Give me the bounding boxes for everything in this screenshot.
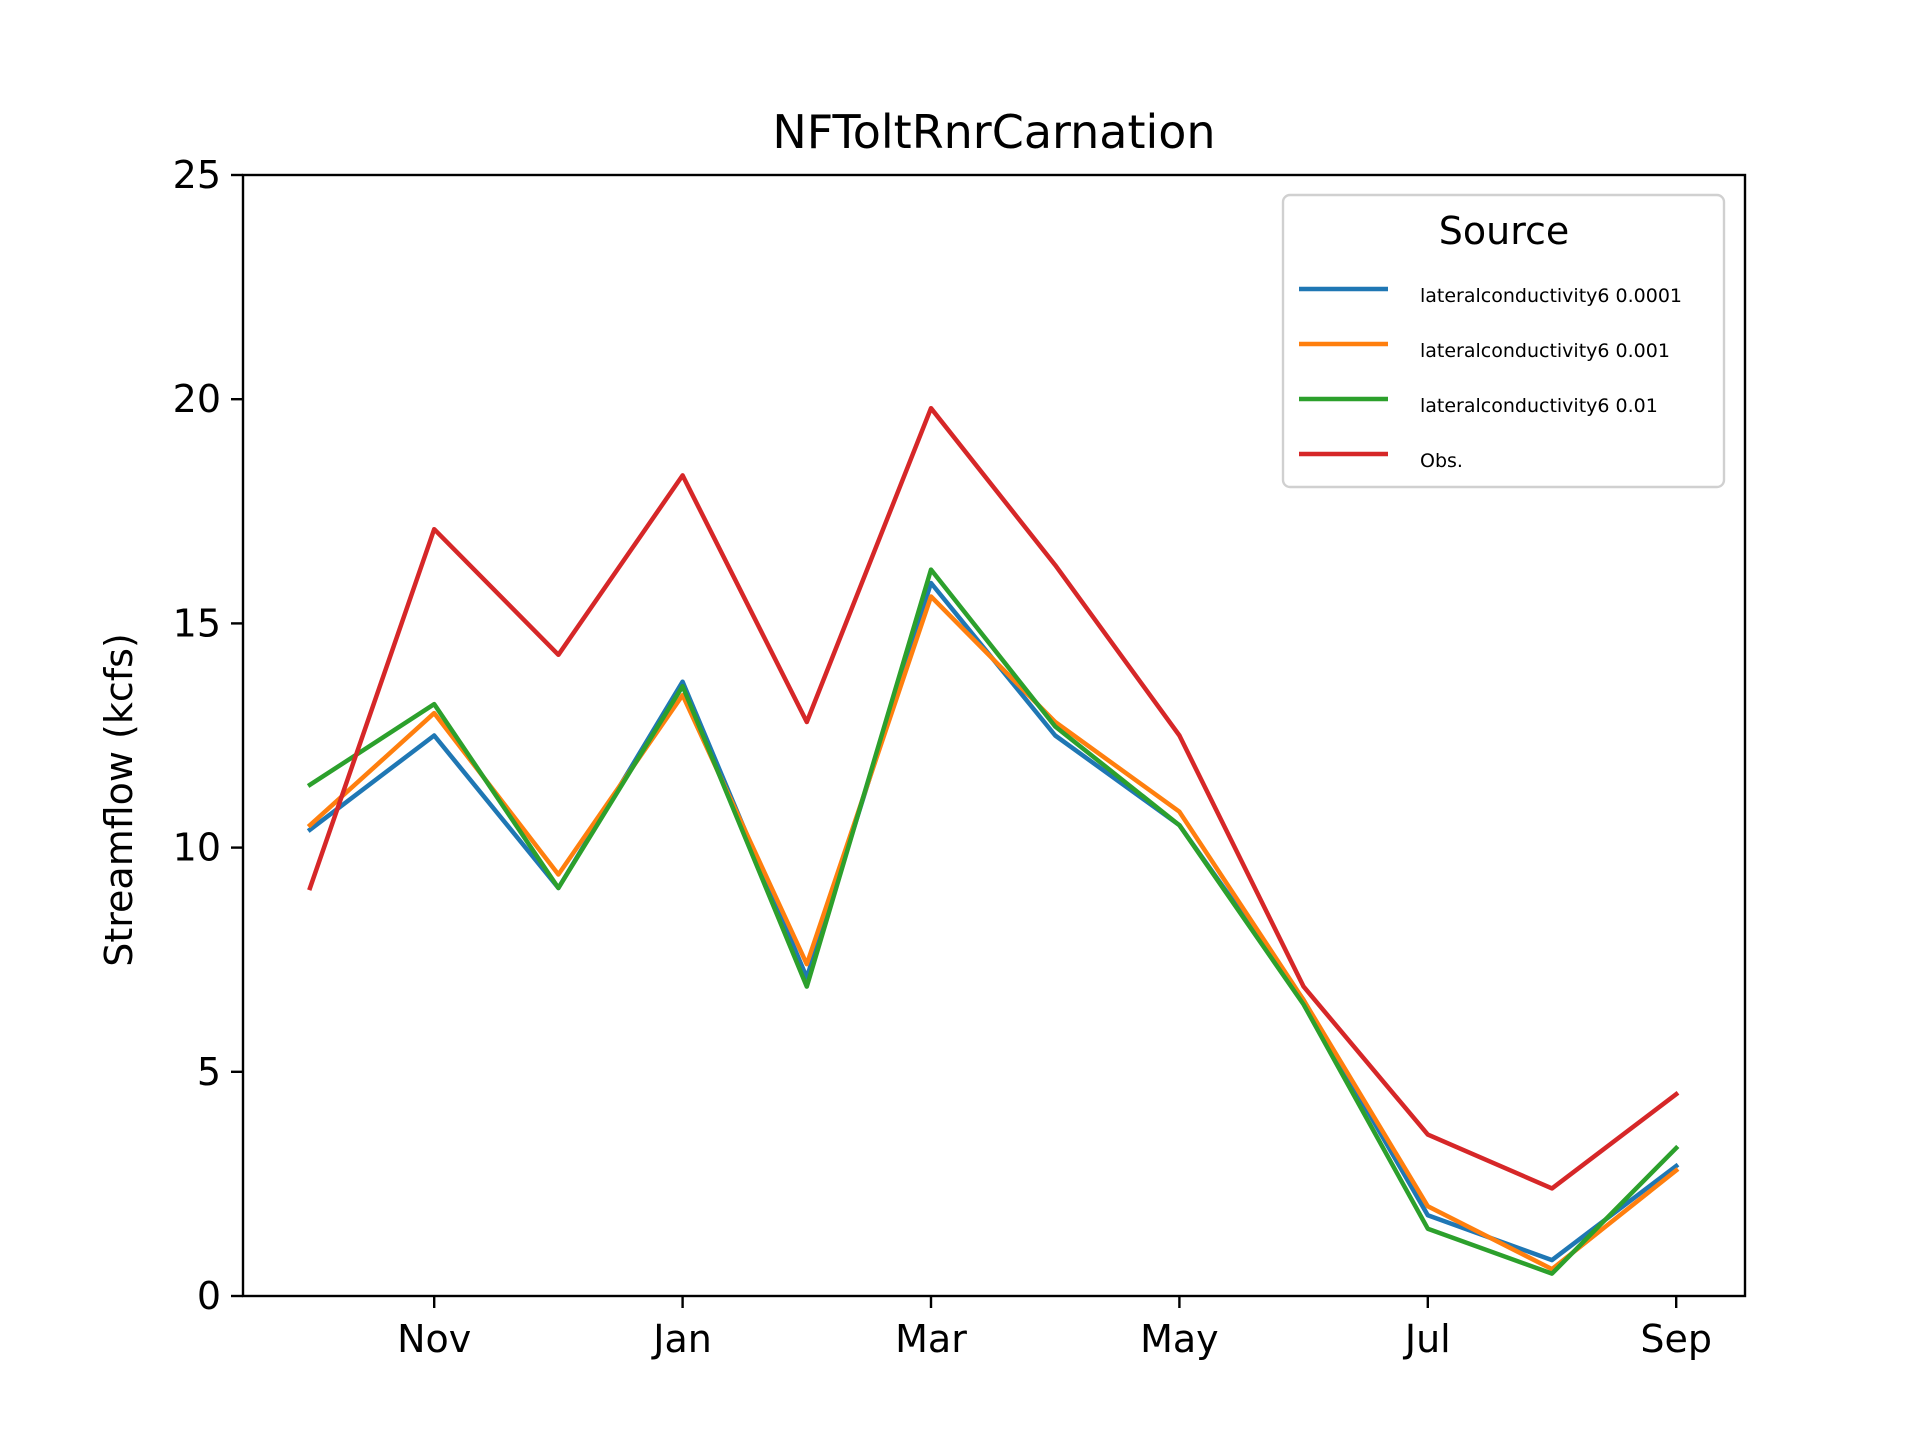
legend-label: lateralconductivity6 0.0001 [1420,285,1682,307]
legend-label: lateralconductivity6 0.001 [1420,340,1670,362]
legend-label: Obs. [1420,450,1463,472]
legend-items: lateralconductivity6 0.0001 lateralconduc… [1299,285,1682,472]
x-tick-label: Jul [1403,1317,1451,1361]
x-tick-label: Mar [895,1317,967,1361]
legend-title: Source [1439,209,1570,253]
x-tick-label: Nov [397,1317,471,1361]
y-tick-label: 20 [173,377,221,421]
y-tick-label: 15 [173,601,221,645]
series-lines [306,405,1680,1276]
series-line-3 [306,567,1680,1276]
legend-label: lateralconductivity6 0.01 [1420,395,1658,417]
x-tick-label: Sep [1640,1317,1712,1361]
x-tick-label: May [1140,1317,1219,1361]
x-axis-ticks: Nov Jan Mar May Jul Sep [397,1296,1712,1361]
series-line-2 [306,594,1680,1272]
legend-box [1281,193,1726,489]
legend: Source lateralconductivity6 0.0001latera… [1281,193,1726,489]
y-tick-label: 0 [197,1274,221,1318]
series-line-1 [306,580,1680,1263]
y-tick-label: 10 [173,826,221,870]
x-tick-label: Jan [651,1317,712,1361]
series-line-4 [307,405,1680,1191]
y-axis-ticks: 0 5 10 15 20 25 [173,153,243,1318]
y-tick-label: 25 [173,153,221,197]
y-tick-label: 5 [197,1050,221,1094]
y-axis-label: Streamflow (kcfs) [97,633,141,967]
plot-frame [241,173,1747,1298]
chart-title: NFToltRnrCarnation [772,105,1215,159]
